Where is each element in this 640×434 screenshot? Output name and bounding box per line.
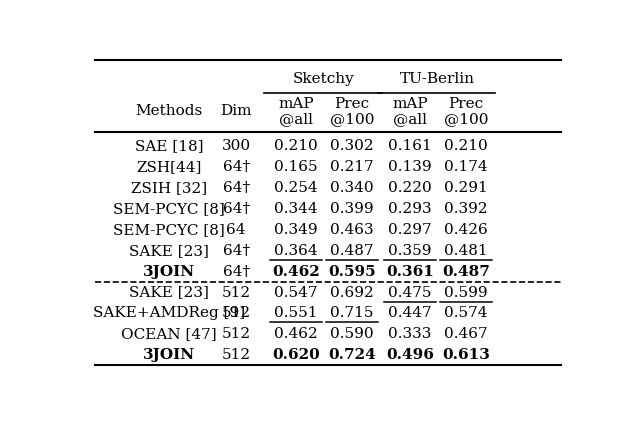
Text: 0.293: 0.293	[388, 202, 431, 216]
Text: OCEAN [47]: OCEAN [47]	[122, 327, 217, 341]
Text: Methods: Methods	[136, 105, 203, 118]
Text: 0.692: 0.692	[330, 286, 374, 299]
Text: 0.463: 0.463	[330, 223, 374, 237]
Text: 0.165: 0.165	[274, 160, 317, 174]
Text: 512: 512	[221, 327, 251, 341]
Text: 0.399: 0.399	[330, 202, 374, 216]
Text: 0.487: 0.487	[442, 265, 490, 279]
Text: ZSIH [32]: ZSIH [32]	[131, 181, 207, 195]
Text: 0.344: 0.344	[274, 202, 317, 216]
Text: 64†: 64†	[223, 181, 250, 195]
Text: 0.426: 0.426	[444, 223, 488, 237]
Text: @100: @100	[444, 112, 488, 126]
Text: 0.462: 0.462	[272, 265, 319, 279]
Text: Sketchy: Sketchy	[293, 72, 355, 86]
Text: 0.364: 0.364	[274, 244, 317, 258]
Text: @100: @100	[330, 112, 374, 126]
Text: 0.340: 0.340	[330, 181, 374, 195]
Text: 64†: 64†	[223, 265, 250, 279]
Text: SAKE+AMDReg [9]: SAKE+AMDReg [9]	[93, 306, 245, 320]
Text: 64†: 64†	[223, 244, 250, 258]
Text: 0.217: 0.217	[330, 160, 374, 174]
Text: 0.220: 0.220	[388, 181, 432, 195]
Text: 0.210: 0.210	[274, 139, 317, 153]
Text: TU-Berlin: TU-Berlin	[401, 72, 476, 86]
Text: 3JOIN: 3JOIN	[143, 348, 195, 362]
Text: SEM-PCYC [8]: SEM-PCYC [8]	[113, 223, 225, 237]
Text: ZSH[44]: ZSH[44]	[136, 160, 202, 174]
Text: 300: 300	[221, 139, 251, 153]
Text: 512: 512	[221, 286, 251, 299]
Text: mAP: mAP	[392, 97, 428, 111]
Text: 0.254: 0.254	[274, 181, 317, 195]
Text: 0.359: 0.359	[388, 244, 431, 258]
Text: SAKE [23]: SAKE [23]	[129, 244, 209, 258]
Text: 0.361: 0.361	[386, 265, 434, 279]
Text: Prec: Prec	[334, 97, 369, 111]
Text: mAP: mAP	[278, 97, 314, 111]
Text: 0.291: 0.291	[444, 181, 488, 195]
Text: @all: @all	[279, 112, 313, 126]
Text: 512: 512	[221, 348, 251, 362]
Text: Prec: Prec	[449, 97, 483, 111]
Text: 0.496: 0.496	[386, 348, 434, 362]
Text: 0.174: 0.174	[444, 160, 488, 174]
Text: SEM-PCYC [8]: SEM-PCYC [8]	[113, 202, 225, 216]
Text: Dim: Dim	[221, 105, 252, 118]
Text: 0.715: 0.715	[330, 306, 374, 320]
Text: 0.613: 0.613	[442, 348, 490, 362]
Text: 0.297: 0.297	[388, 223, 431, 237]
Text: 0.447: 0.447	[388, 306, 431, 320]
Text: SAKE [23]: SAKE [23]	[129, 286, 209, 299]
Text: 0.595: 0.595	[328, 265, 376, 279]
Text: 0.574: 0.574	[444, 306, 488, 320]
Text: 64†: 64†	[223, 160, 250, 174]
Text: 64: 64	[227, 223, 246, 237]
Text: 0.392: 0.392	[444, 202, 488, 216]
Text: 0.620: 0.620	[272, 348, 319, 362]
Text: 0.547: 0.547	[274, 286, 317, 299]
Text: 0.302: 0.302	[330, 139, 374, 153]
Text: 0.475: 0.475	[388, 286, 431, 299]
Text: 0.462: 0.462	[274, 327, 317, 341]
Text: 0.724: 0.724	[328, 348, 376, 362]
Text: 0.551: 0.551	[274, 306, 317, 320]
Text: 0.590: 0.590	[330, 327, 374, 341]
Text: 0.599: 0.599	[444, 286, 488, 299]
Text: 0.487: 0.487	[330, 244, 374, 258]
Text: 0.161: 0.161	[388, 139, 432, 153]
Text: 0.139: 0.139	[388, 160, 431, 174]
Text: 0.349: 0.349	[274, 223, 317, 237]
Text: SAE [18]: SAE [18]	[135, 139, 204, 153]
Text: 0.467: 0.467	[444, 327, 488, 341]
Text: 512: 512	[221, 306, 251, 320]
Text: 64†: 64†	[223, 202, 250, 216]
Text: 3JOIN: 3JOIN	[143, 265, 195, 279]
Text: 0.481: 0.481	[444, 244, 488, 258]
Text: 0.333: 0.333	[388, 327, 431, 341]
Text: 0.210: 0.210	[444, 139, 488, 153]
Text: @all: @all	[393, 112, 427, 126]
